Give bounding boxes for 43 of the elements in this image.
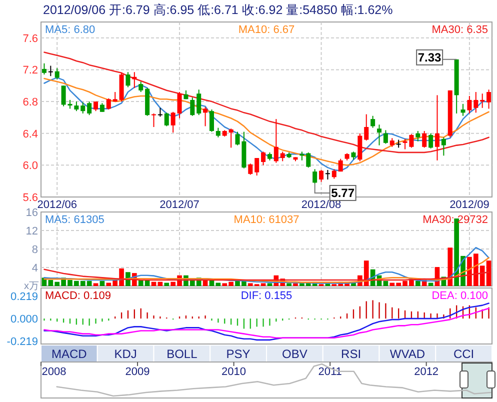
y-tick-label: 7.2 xyxy=(22,64,38,77)
annotation: 7.33 xyxy=(418,50,442,64)
text: MACD xyxy=(52,347,88,361)
y-tick-label: 8 xyxy=(32,244,38,256)
text: MA5: 61305 xyxy=(45,214,104,226)
y-tick-label: 6.4 xyxy=(22,128,38,140)
text: MA10: 61037 xyxy=(234,214,300,226)
text: MA10: 6.67 xyxy=(238,24,295,36)
text: DIF: 0.155 xyxy=(240,290,292,302)
text: RSI xyxy=(341,347,362,361)
series-label: DEA: 0.100 xyxy=(432,290,488,302)
x-tick-label: 2012/07 xyxy=(160,199,200,211)
series-label: MACD: 0.109 xyxy=(45,290,112,302)
x-tick-label: 2010 xyxy=(222,366,246,378)
text: KDJ xyxy=(114,347,137,361)
y-tick-label: 6.0 xyxy=(22,160,38,172)
text: WVAD xyxy=(390,347,426,361)
text: CCI xyxy=(453,347,474,361)
chart-title: 2012/09/06 开:6.79 高:6.95 低:6.71 收:6.92 量:54850 幅:1.62% xyxy=(43,2,393,17)
text: BOLL xyxy=(166,347,198,361)
y-tick-label: 16 xyxy=(26,207,38,219)
text: PSY xyxy=(226,347,250,361)
y-tick-label: 7.6 xyxy=(22,32,38,45)
y-tick-label: 4 xyxy=(32,262,38,274)
y-tick-label: -0.219 xyxy=(6,336,38,348)
text: OBV xyxy=(282,347,308,361)
x-tick-label: 2012/09 xyxy=(450,199,490,211)
x-tick-label: 2012 xyxy=(414,366,439,378)
y-tick-label: 0.219 xyxy=(10,291,38,304)
text: MA5: 6.80 xyxy=(45,24,96,36)
y-tick-label: 12 xyxy=(26,226,38,238)
x-tick-label: 2012/08 xyxy=(301,199,342,211)
text: MA30: 6.35 xyxy=(432,24,488,36)
y-tick-label: 5.6 xyxy=(22,192,38,204)
x-tick-label: 2011 xyxy=(318,366,342,378)
x-tick-label: 2008 xyxy=(42,366,66,378)
y-tick-label: 0.000 xyxy=(10,314,38,326)
y-tick-label: 6.8 xyxy=(22,96,38,109)
x-tick-label: 2012/06 xyxy=(37,199,77,211)
x-tick-label: 2009 xyxy=(125,366,150,378)
annotation: 5.77 xyxy=(331,186,355,200)
y-axis-title: x万 xyxy=(24,281,39,292)
text: MA30: 29732 xyxy=(422,214,488,226)
